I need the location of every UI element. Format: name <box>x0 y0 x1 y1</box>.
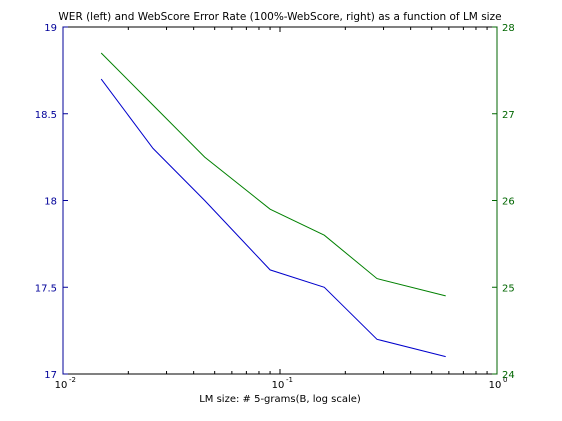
y-right-tick-label: 27 <box>502 110 515 121</box>
y-left-tick-label: 19 <box>44 23 57 34</box>
y-left-tick-label: 18 <box>44 197 57 208</box>
chart-title: WER (left) and WebScore Error Rate (100%… <box>58 11 501 23</box>
y-right-tick-label: 26 <box>502 197 515 208</box>
y-right-tick-label: 24 <box>502 370 515 381</box>
x-tick-label: 10 <box>55 380 68 391</box>
x-axis-label: LM size: # 5-grams(B, log scale) <box>199 394 361 405</box>
x-tick-label: 10 <box>272 380 285 391</box>
plot-area <box>63 27 497 374</box>
y-left-tick-label: 17.5 <box>35 283 57 294</box>
y-right-tick-label: 28 <box>502 23 515 34</box>
x-tick-label: 10 <box>489 380 502 391</box>
x-tick-exponent: -2 <box>69 376 76 384</box>
y-left-tick-label: 17 <box>44 370 57 381</box>
y-left-tick-label: 18.5 <box>35 110 57 121</box>
y-right-tick-label: 25 <box>502 283 515 294</box>
x-tick-exponent: -1 <box>286 376 293 384</box>
